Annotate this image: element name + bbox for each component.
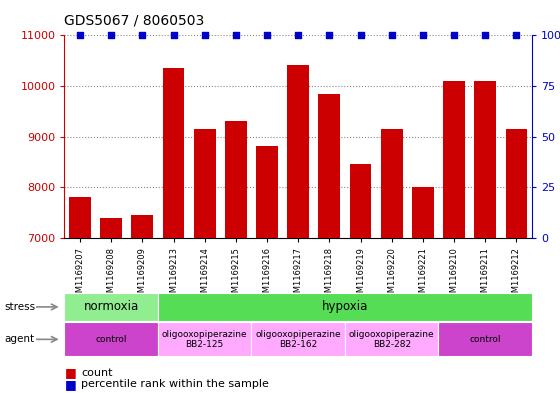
Bar <box>506 129 528 393</box>
Bar <box>319 94 340 393</box>
Point <box>294 32 303 39</box>
Point <box>263 32 272 39</box>
Text: agent: agent <box>4 334 35 344</box>
Bar <box>158 322 251 356</box>
Bar <box>64 322 158 356</box>
Point <box>138 32 147 39</box>
Bar <box>381 129 403 393</box>
Point <box>76 32 85 39</box>
Point <box>418 32 427 39</box>
Bar <box>132 215 153 393</box>
Text: normoxia: normoxia <box>83 300 139 314</box>
Text: ■: ■ <box>64 378 76 391</box>
Bar <box>162 68 184 393</box>
Text: count: count <box>81 367 113 378</box>
Bar <box>287 65 309 393</box>
Bar <box>438 322 532 356</box>
Point <box>325 32 334 39</box>
Point <box>106 32 116 39</box>
Point <box>480 32 489 39</box>
Bar <box>256 146 278 393</box>
Text: oligooxopiperazine
BB2-162: oligooxopiperazine BB2-162 <box>255 330 341 349</box>
Text: hypoxia: hypoxia <box>322 300 368 314</box>
Point <box>512 32 521 39</box>
Bar <box>443 81 465 393</box>
Bar <box>349 164 371 393</box>
Bar <box>345 322 438 356</box>
Text: control: control <box>95 335 127 344</box>
Point <box>231 32 240 39</box>
Bar <box>474 81 496 393</box>
Bar <box>158 293 532 321</box>
Point <box>169 32 178 39</box>
Bar <box>225 121 247 393</box>
Text: control: control <box>469 335 501 344</box>
Text: ■: ■ <box>64 366 76 379</box>
Bar <box>251 322 345 356</box>
Point <box>388 32 396 39</box>
Bar <box>194 129 216 393</box>
Text: GDS5067 / 8060503: GDS5067 / 8060503 <box>64 14 204 28</box>
Text: percentile rank within the sample: percentile rank within the sample <box>81 379 269 389</box>
Bar <box>64 293 158 321</box>
Text: oligooxopiperazine
BB2-125: oligooxopiperazine BB2-125 <box>162 330 248 349</box>
Bar <box>69 197 91 393</box>
Point <box>450 32 459 39</box>
Point <box>356 32 365 39</box>
Text: stress: stress <box>4 302 36 312</box>
Bar <box>412 187 434 393</box>
Text: oligooxopiperazine
BB2-282: oligooxopiperazine BB2-282 <box>349 330 435 349</box>
Bar <box>100 217 122 393</box>
Point <box>200 32 209 39</box>
